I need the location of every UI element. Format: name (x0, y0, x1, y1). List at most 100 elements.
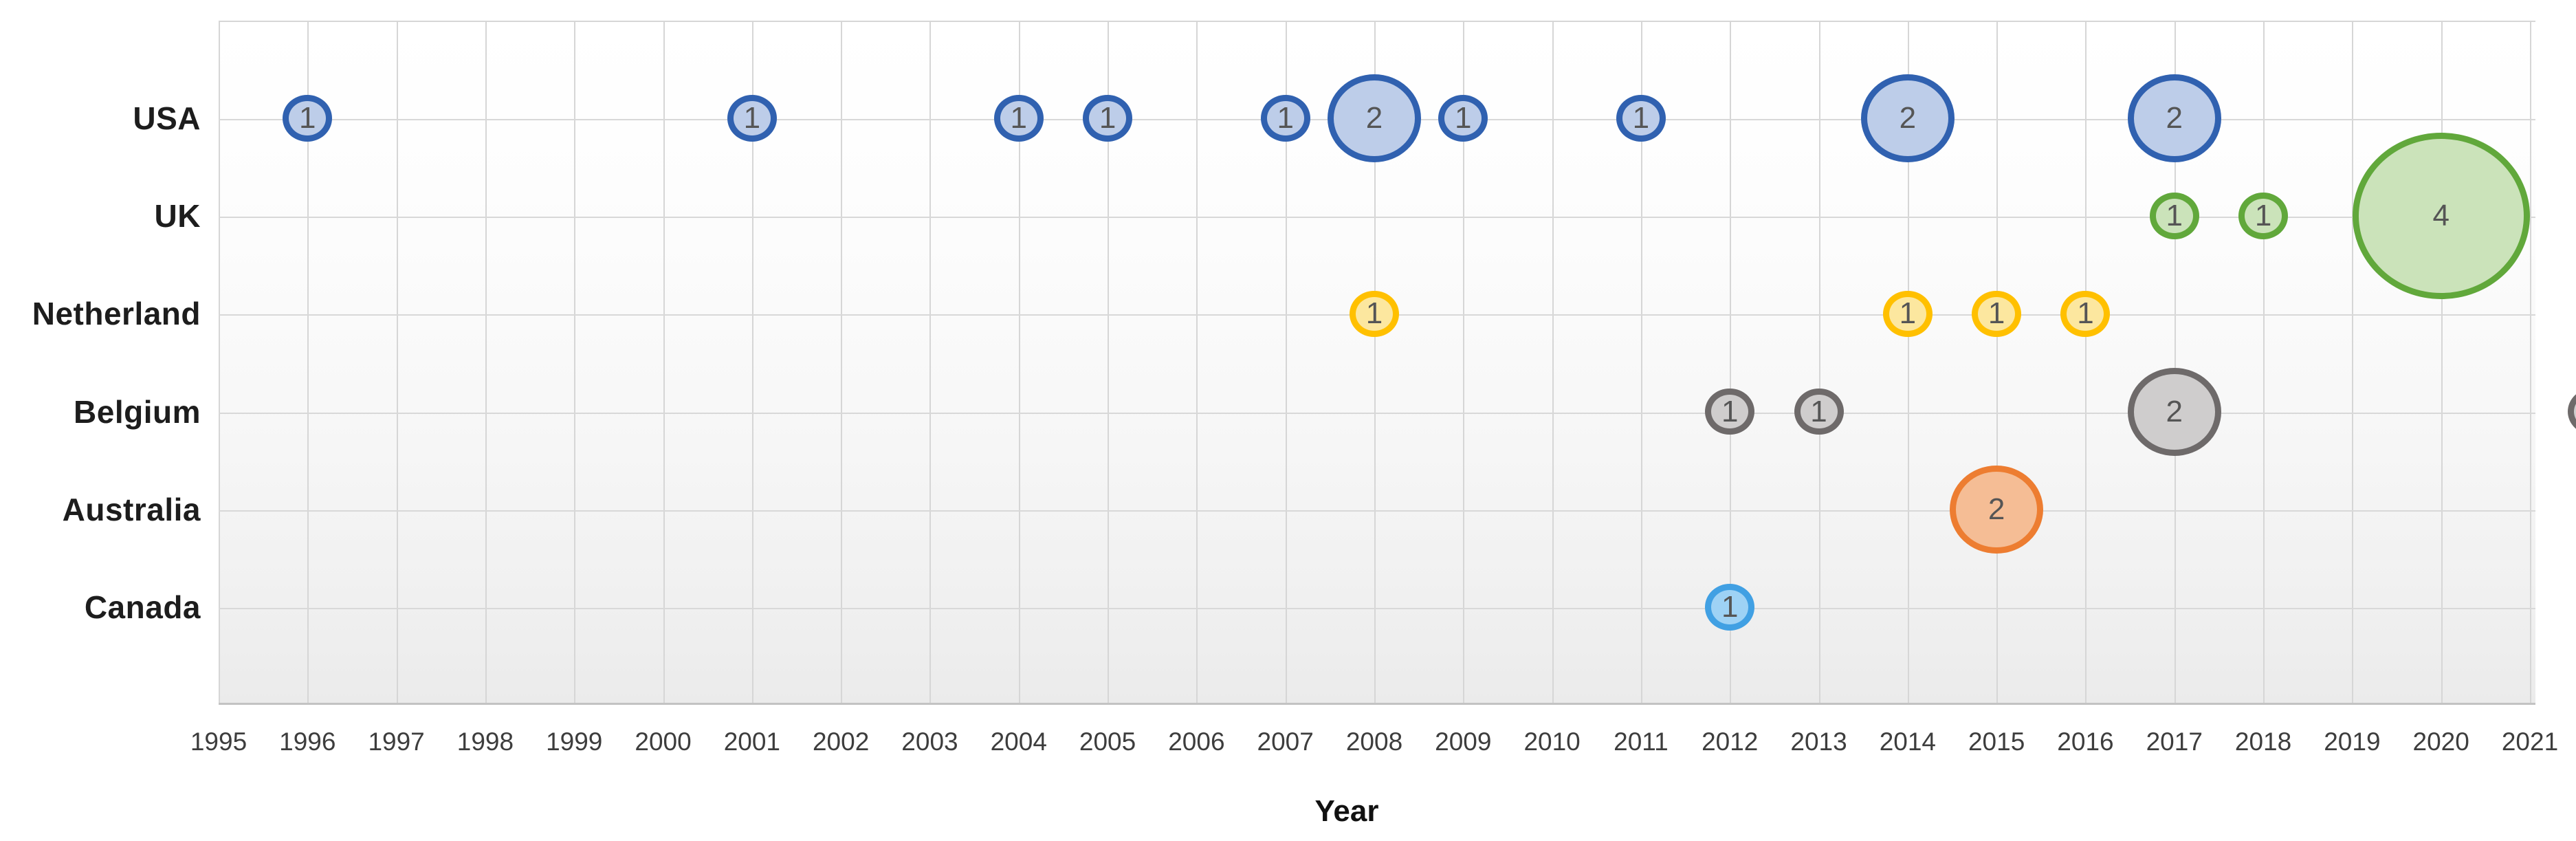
gridline-vertical-2015 (1996, 22, 1999, 703)
bubble-value-label: 1 (2254, 199, 2272, 233)
bubble-value-label: 1 (1010, 101, 1027, 135)
bubble-belgium-2017: 2 (2127, 367, 2221, 456)
gridline-vertical-1997 (396, 22, 398, 703)
bubble-uk-2018: 1 (2238, 193, 2289, 240)
gridline-vertical-2003 (929, 22, 932, 703)
gridline-vertical-2013 (1818, 22, 1820, 703)
gridline-vertical-2007 (1285, 22, 1287, 703)
bubble-value-label: 1 (1277, 101, 1294, 135)
bubble-usa-2017: 2 (2127, 74, 2221, 163)
x-tick-label-2021: 2021 (2501, 728, 2559, 756)
y-category-label-usa: USA (133, 100, 201, 137)
x-tick-label-2011: 2011 (1614, 728, 1669, 756)
x-tick-label-2012: 2012 (1702, 728, 1759, 756)
bubble-usa-2009: 1 (1438, 95, 1488, 142)
x-tick-label-2008: 2008 (1345, 728, 1403, 756)
y-category-label-canada: Canada (84, 589, 201, 625)
x-tick-label-2019: 2019 (2324, 728, 2381, 756)
y-category-label-uk: UK (154, 198, 201, 234)
x-tick-label-2001: 2001 (723, 728, 780, 756)
gridline-horizontal-canada (219, 607, 2535, 609)
bubble-value-label: 1 (1365, 296, 1383, 331)
gridline-horizontal-uk (219, 217, 2535, 219)
bubble-usa-2004: 1 (993, 95, 1044, 142)
gridline-vertical-2020 (2441, 22, 2443, 703)
gridline-vertical-1995 (219, 22, 220, 703)
bubble-clipped-right-edge (2567, 388, 2576, 435)
bubble-uk-2020: 4 (2352, 133, 2530, 300)
x-tick-label-1995: 1995 (190, 728, 247, 756)
gridline-vertical-1999 (574, 22, 576, 703)
x-tick-label-2017: 2017 (2146, 728, 2203, 756)
gridline-vertical-1998 (485, 22, 487, 703)
x-tick-label-2000: 2000 (635, 728, 692, 756)
bubble-value-label: 1 (743, 101, 761, 135)
gridline-vertical-2005 (1108, 22, 1110, 703)
bubble-value-label: 1 (1810, 394, 1827, 428)
x-tick-label-2015: 2015 (1968, 728, 2025, 756)
bubble-belgium-2013: 1 (1794, 388, 1844, 435)
bubble-value-label: 2 (2166, 394, 2183, 428)
bubble-usa-1996: 1 (283, 95, 333, 142)
bubble-value-label: 2 (1988, 492, 2005, 526)
x-tick-label-2018: 2018 (2234, 728, 2292, 756)
x-tick-label-2004: 2004 (990, 728, 1047, 756)
y-category-label-netherland: Netherland (32, 296, 201, 332)
bubble-usa-2011: 1 (1616, 95, 1666, 142)
bubble-value-label: 1 (1899, 296, 1917, 331)
bubble-netherland-2008: 1 (1350, 290, 1399, 338)
bubble-value-label: 1 (1455, 101, 1472, 135)
gridline-vertical-2011 (1640, 22, 1642, 703)
bubble-value-label: 1 (1988, 296, 2005, 331)
x-tick-label-2013: 2013 (1790, 728, 1847, 756)
bubble-value-label: 1 (2077, 296, 2094, 331)
x-tick-label-2005: 2005 (1079, 728, 1136, 756)
bubble-value-label: 1 (2166, 199, 2183, 233)
gridline-vertical-2002 (841, 22, 843, 703)
bubble-usa-2008: 2 (1327, 74, 1422, 163)
bubble-value-label: 1 (1721, 589, 1739, 624)
bubble-value-label: 1 (1099, 101, 1116, 135)
bubble-netherland-2016: 1 (2060, 290, 2111, 338)
gridline-horizontal-belgium (219, 412, 2535, 414)
bubble-value-label: 1 (1632, 101, 1650, 135)
x-axis-title: Year (1314, 794, 1379, 828)
gridline-vertical-2010 (1552, 22, 1554, 703)
bubble-value-label: 2 (2166, 101, 2183, 135)
bubble-australia-2015: 2 (1950, 465, 2044, 554)
bubble-usa-2014: 2 (1860, 74, 1955, 163)
gridline-vertical-2009 (1463, 22, 1465, 703)
gridline-vertical-2008 (1374, 22, 1376, 703)
x-tick-label-2020: 2020 (2412, 728, 2469, 756)
bubble-usa-2001: 1 (727, 95, 777, 142)
gridline-vertical-1996 (307, 22, 309, 703)
gridline-vertical-2004 (1018, 22, 1020, 703)
bubble-uk-2017: 1 (2149, 193, 2199, 240)
gridline-vertical-2014 (1907, 22, 1909, 703)
gridline-vertical-2012 (1730, 22, 1732, 703)
x-tick-label-1997: 1997 (368, 728, 425, 756)
gridline-vertical-2018 (2263, 22, 2265, 703)
y-category-label-australia: Australia (62, 491, 201, 527)
x-tick-label-2003: 2003 (901, 728, 958, 756)
bubble-value-label: 4 (2432, 199, 2450, 233)
x-tick-label-1998: 1998 (456, 728, 514, 756)
x-tick-label-2006: 2006 (1168, 728, 1225, 756)
gridline-vertical-2001 (751, 22, 753, 703)
gridline-vertical-2016 (2085, 22, 2087, 703)
gridline-vertical-2019 (2352, 22, 2354, 703)
bubble-canada-2012: 1 (1705, 584, 1755, 631)
bubble-netherland-2015: 1 (1972, 290, 2022, 338)
gridline-vertical-2021 (2530, 22, 2531, 703)
x-tick-label-1996: 1996 (279, 728, 336, 756)
x-tick-label-2014: 2014 (1879, 728, 1936, 756)
x-tick-label-2002: 2002 (812, 728, 870, 756)
gridline-vertical-2000 (663, 22, 665, 703)
bubble-netherland-2014: 1 (1882, 290, 1933, 338)
bubble-usa-2005: 1 (1083, 95, 1133, 142)
bubble-belgium-2012: 1 (1705, 388, 1755, 435)
bubble-usa-2007: 1 (1260, 95, 1310, 142)
x-tick-label-1999: 1999 (546, 728, 603, 756)
x-tick-label-2009: 2009 (1435, 728, 1492, 756)
